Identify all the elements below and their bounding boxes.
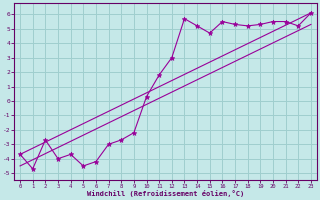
- X-axis label: Windchill (Refroidissement éolien,°C): Windchill (Refroidissement éolien,°C): [87, 190, 244, 197]
